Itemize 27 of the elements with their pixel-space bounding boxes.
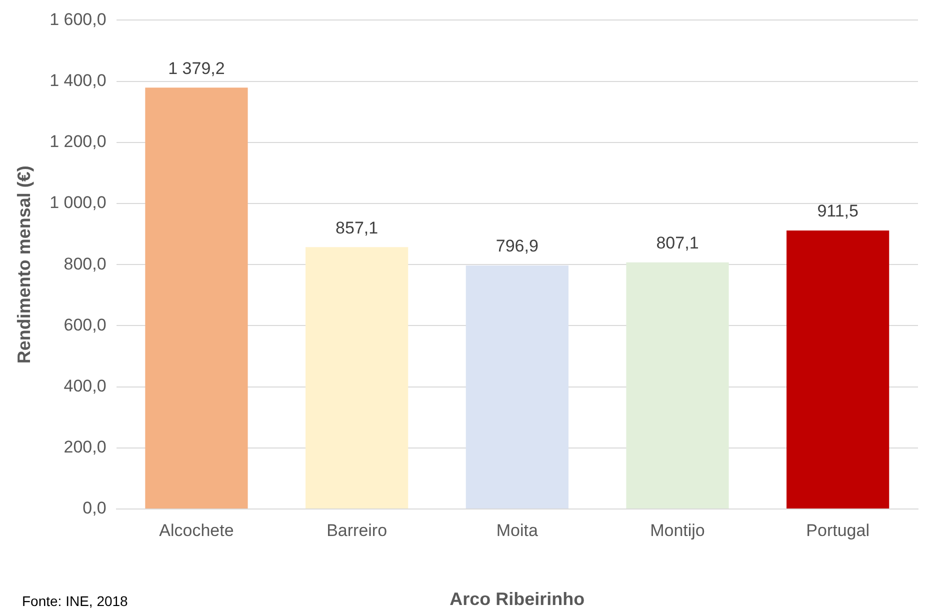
bar [466,266,568,508]
x-axis-title: Arco Ribeirinho [450,589,585,610]
x-tick-label: Alcochete [159,520,234,540]
bar [626,262,729,508]
x-tick-label: Barreiro [326,520,388,540]
x-tick-label: Portugal [806,520,870,540]
y-axis-title: Rendimento mensal (€) [14,166,34,364]
bar [306,247,408,508]
bar [145,88,248,508]
y-tick-label: 1 000,0 [50,193,106,212]
data-label: 911,5 [817,202,858,221]
data-label: 1 379,2 [168,58,225,78]
source-note: Fonte: INE, 2018 [22,592,128,609]
data-label: 807,1 [656,234,699,253]
data-label: 857,1 [336,218,378,238]
y-tick-label: 1 400,0 [50,70,106,90]
y-tick-label: 400,0 [64,376,106,396]
y-tick-label: 600,0 [64,315,106,334]
y-tick-label: 200,0 [64,438,106,457]
x-tick-label: Montijo [650,520,705,540]
bar [786,230,890,508]
y-tick-label: 1 600,0 [50,10,106,29]
y-tick-label: 1 200,0 [50,132,106,152]
x-tick-label: Moita [496,520,538,540]
y-tick-label: 800,0 [64,254,106,274]
data-label: 796,9 [496,236,538,256]
y-tick-label: 0,0 [82,498,106,518]
